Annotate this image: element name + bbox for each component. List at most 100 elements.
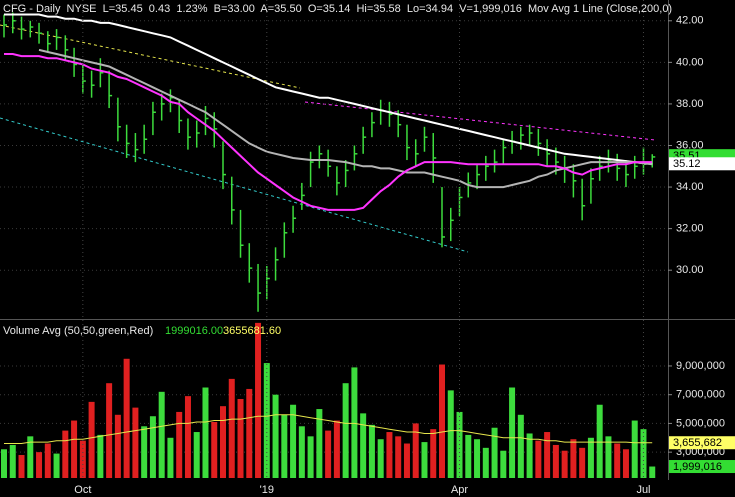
y-tick-label: 7,000,000 [676,389,725,401]
volume-title: Volume Avg (50,50,green,Red) [3,325,153,337]
volume-bar [439,364,445,478]
volume-bar [570,439,577,478]
volume-bar [97,434,104,478]
volume-bar [114,414,121,478]
volume-bar [202,387,209,478]
y-tick-label: 34.00 [676,181,704,193]
volume-bar [79,440,86,478]
volume-average [4,414,653,444]
price-tag-label: 3,655,682 [673,437,722,449]
volume-bar [579,447,586,478]
volume-bar [106,383,113,478]
volume-bar [1,449,7,478]
volume-bar [88,401,95,478]
volume-bar [474,439,481,478]
volume-bar [290,404,297,478]
volume-bar [71,420,78,478]
volume-bar [622,449,629,478]
price-tag-label: 1,999,016 [673,461,722,473]
volume-bar [465,434,472,478]
volume-bar [552,444,559,478]
y-tick-label: 42.00 [676,15,704,27]
volume-bar [149,416,156,478]
volume-bar [44,443,51,478]
volume-bar [605,436,612,478]
moving-average [4,53,653,211]
volume-bar [167,437,174,478]
x-tick-label: Apr [451,484,468,496]
volume-bar [395,436,402,478]
volume-bar [333,420,340,478]
volume-bar [386,432,393,478]
volume-bar [27,436,34,478]
y-tick-label: 38.00 [676,98,704,110]
volume-bar [430,429,437,478]
volume-bar [141,426,148,478]
x-tick-label: Jul [636,484,650,496]
volume-bar [220,406,226,478]
volume-bar [228,378,235,478]
volume-bar [193,432,200,478]
price-tag [669,436,735,450]
volume-bar [500,450,507,478]
volume-bar [158,391,165,478]
volume-bar [649,466,656,478]
volume-bar [53,453,60,478]
volume-bar [255,322,262,478]
price-tag [669,460,735,474]
volume-bar [412,423,419,478]
volume-bar [596,404,603,478]
volume-bar [342,383,349,478]
volume-bar [132,407,139,478]
volume-bar [544,432,551,478]
volume-bar [237,399,244,478]
volume-bar [526,433,533,478]
volume-bar [281,414,288,478]
volume-bar [9,444,16,478]
readout: 1999016.00 [165,325,223,337]
plot-layer [0,0,668,478]
volume-bar [377,439,384,478]
y-tick-label: 9,000,000 [676,360,725,372]
volume-bar [631,420,638,478]
volume-bar [18,455,25,478]
volume-bar [246,388,253,478]
readout: 3655681.60 [223,325,281,337]
volume-bar [176,411,183,478]
volume-bar [587,437,594,478]
volume-bar [403,443,410,478]
volume-bar [36,452,43,478]
volume-bar [316,409,323,478]
moving-average [4,13,653,165]
volume-bar [325,430,332,478]
volume-bar [640,429,647,478]
volume-bar [482,447,489,478]
volume-bar [62,430,69,478]
y-tick-label: 30.00 [676,264,704,276]
volume-bar [535,440,542,478]
volume-bar [360,413,367,478]
volume-bar [614,443,621,478]
volume-bar [272,394,279,478]
trendline [304,101,656,141]
volume-bar [517,414,524,478]
volume-bar [184,396,191,478]
volume-bar [307,436,314,478]
volume-bar [509,387,516,478]
x-tick-label: '19 [260,484,274,496]
volume-bar [123,358,130,478]
y-tick-label: 40.00 [676,56,704,68]
price-tag-label: 35.12 [673,158,701,170]
volume-bar [298,426,305,478]
volume-bar [211,421,218,478]
y-tick-label: 32.00 [676,223,704,235]
volume-bar [561,450,568,478]
chart-title: CFG - Daily NYSE L=35.45 0.43 1.23% B=33… [3,3,672,15]
y-tick-label: 5,000,000 [676,417,725,429]
price-tag [669,157,735,171]
y-tick-label: 36.00 [676,139,704,151]
volume-bar [447,390,454,478]
moving-average [38,48,653,189]
